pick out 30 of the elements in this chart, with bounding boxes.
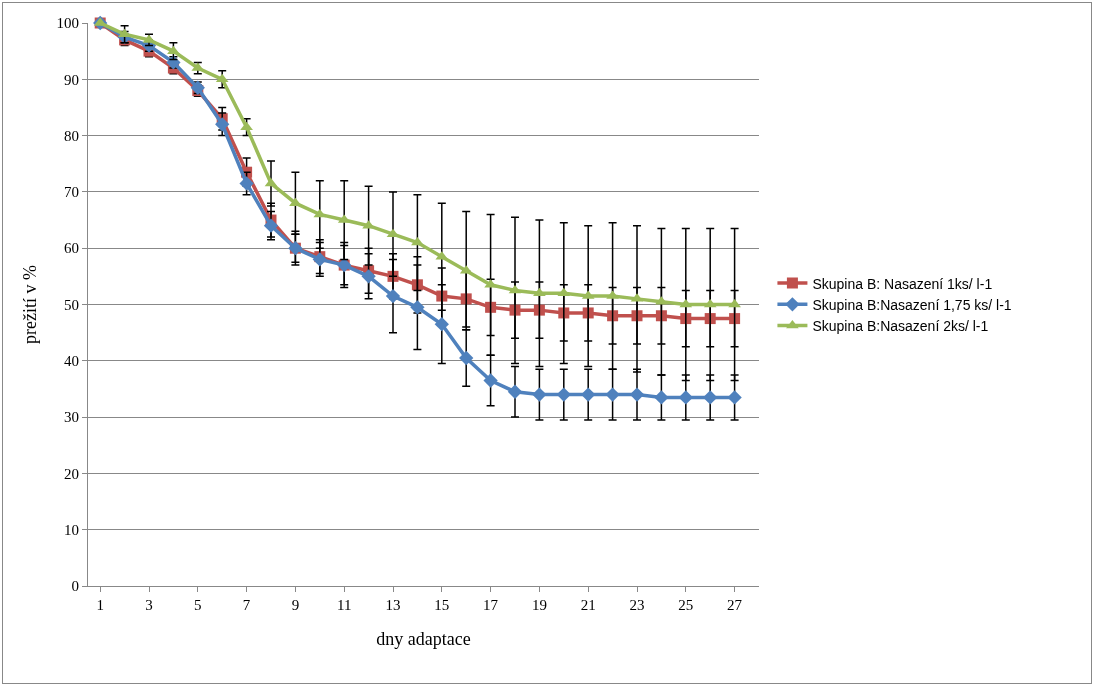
x-tick-label: 15 [434, 597, 450, 613]
legend-label: Skupina B:Nasazení 2ks/ l-1 [812, 317, 989, 334]
y-tick-label: 0 [71, 578, 79, 595]
y-tick-label: 100 [56, 15, 79, 32]
y-tick-label: 90 [64, 71, 79, 88]
legend-label: Skupina B:Nasazení 1,75 ks/ l-1 [812, 296, 1012, 313]
x-tick-label: 3 [145, 597, 153, 613]
y-axis-title: prežití v % [19, 265, 40, 344]
y-tick-label: 50 [64, 296, 79, 313]
x-tick-label: 13 [385, 597, 401, 613]
y-tick-label: 60 [64, 240, 79, 257]
x-tick-label: 17 [483, 597, 499, 613]
x-tick-label: 21 [580, 597, 596, 613]
y-tick-label: 80 [64, 127, 79, 144]
x-axis-title: dny adaptace [376, 629, 471, 650]
x-tick-label: 19 [531, 597, 547, 613]
legend-label: Skupina B: Nasazení 1ks/ l-1 [812, 275, 993, 292]
x-tick-label: 11 [336, 597, 352, 613]
x-tick-label: 5 [194, 597, 202, 613]
y-tick-label: 30 [64, 409, 79, 426]
y-tick-label: 70 [64, 184, 79, 201]
x-tick-label: 25 [678, 597, 694, 613]
x-tick-label: 1 [96, 597, 104, 613]
y-tick-label: 20 [64, 465, 79, 482]
y-tick-label: 10 [64, 521, 79, 538]
x-tick-label: 23 [629, 597, 645, 613]
x-tick-label: 27 [727, 597, 743, 613]
x-tick-label: 9 [291, 597, 300, 613]
y-tick-label: 40 [64, 353, 79, 370]
x-tick-label: 7 [242, 597, 251, 613]
